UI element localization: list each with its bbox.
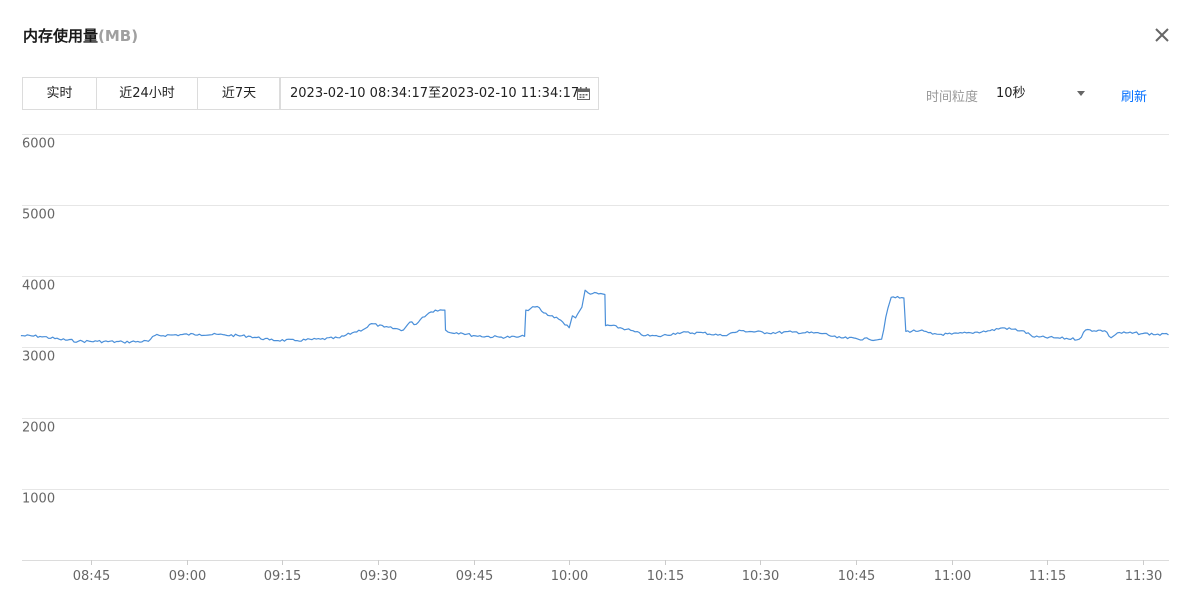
x-tick-label: 11:15 (1029, 569, 1066, 584)
x-tick-label: 10:45 (838, 569, 875, 584)
realtime-button[interactable]: 实时 (23, 78, 97, 109)
y-tick-label: 3000 (22, 350, 55, 365)
y-tick-label: 1000 (22, 492, 55, 507)
granularity-label: 时间粒度 (926, 90, 979, 105)
panel-title-unit: (MB) (98, 27, 139, 45)
x-tick-label: 08:45 (73, 569, 110, 584)
x-tick-label: 11:30 (1125, 569, 1162, 584)
close-icon[interactable] (1152, 25, 1172, 45)
y-tick-label: 6000 (22, 137, 55, 152)
x-tick-label: 09:30 (360, 569, 397, 584)
date-range-text: 2023-02-10 08:34:17至2023-02-10 11:34:17 (290, 86, 580, 101)
x-tick-label: 11:00 (934, 569, 971, 584)
refresh-link[interactable]: 刷新 (1121, 90, 1148, 105)
date-range-picker[interactable]: 2023-02-10 08:34:17至2023-02-10 11:34:17 (279, 77, 599, 110)
last-7d-button[interactable]: 近7天 (221, 86, 257, 101)
y-tick-label: 5000 (22, 208, 55, 223)
last-24h-button[interactable]: 近24小时 (97, 78, 198, 109)
panel-title: 内存使用量(MB) (23, 25, 138, 46)
calendar-icon[interactable] (577, 87, 590, 100)
granularity-value: 10秒 (996, 86, 1026, 101)
chevron-down-icon (1077, 91, 1085, 96)
x-tick-label: 10:15 (647, 569, 684, 584)
granularity-select[interactable]: 10秒 (990, 79, 1095, 109)
panel-title-text: 内存使用量 (23, 27, 99, 45)
x-tick-label: 09:00 (169, 569, 206, 584)
x-tick-label: 10:30 (742, 569, 779, 584)
x-tick-label: 10:00 (551, 569, 588, 584)
time-range-buttons: 实时 近24小时 近7天 (22, 77, 281, 110)
memory-series-line (20, 289, 1169, 344)
x-tick-label: 09:15 (264, 569, 301, 584)
y-tick-label: 2000 (22, 421, 55, 436)
y-tick-label: 4000 (22, 279, 55, 294)
x-tick-label: 09:45 (456, 569, 493, 584)
